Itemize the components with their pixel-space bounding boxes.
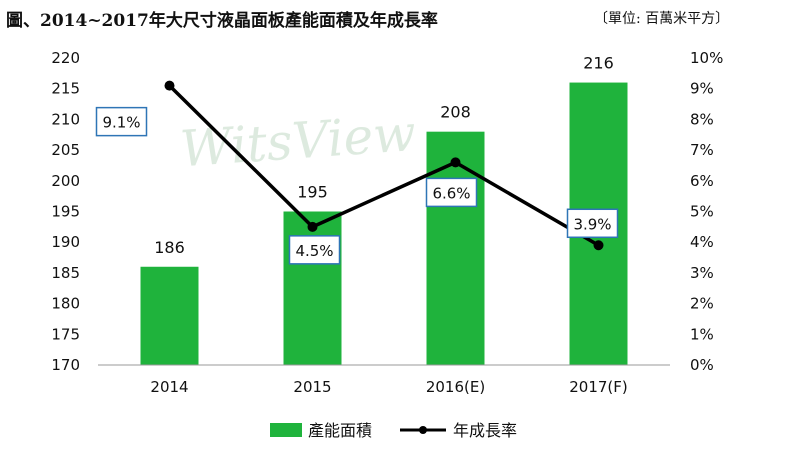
bar-value-labels: 186 195 208 216	[154, 54, 614, 257]
right-tick-label: 5%	[690, 203, 714, 221]
bar-value-label: 195	[297, 183, 328, 202]
growth-label-box	[288, 235, 341, 265]
growth-line	[168, 84, 600, 247]
left-tick-label: 215	[51, 80, 80, 98]
growth-label-box	[566, 208, 619, 239]
left-tick-label: 195	[51, 203, 80, 221]
growth-point	[593, 240, 604, 251]
right-axis-ticks: 0% 1% 2% 3% 4% 5% 6% 7% 8% 9% 10%	[690, 49, 723, 374]
category-label: 2016(E)	[426, 378, 485, 396]
legend-line-marker	[419, 426, 427, 434]
growth-point	[164, 80, 175, 91]
chart-title: 圖、2014~2017年大尺寸液晶面板產能面積及年成長率	[6, 11, 438, 31]
right-tick-label: 9%	[690, 80, 714, 98]
left-tick-label: 190	[51, 233, 80, 251]
category-label: 2015	[293, 378, 331, 396]
left-tick-label: 220	[51, 49, 80, 67]
legend-bar-swatch	[270, 423, 302, 437]
growth-value-label: 6.6%	[432, 184, 470, 202]
left-tick-label: 170	[51, 356, 80, 374]
right-tick-label: 3%	[690, 264, 714, 282]
growth-point	[450, 157, 461, 168]
right-tick-label: 2%	[690, 295, 714, 313]
right-tick-label: 10%	[690, 49, 723, 67]
bar-value-label: 186	[154, 238, 185, 257]
right-tick-label: 7%	[690, 141, 714, 159]
bar-value-label: 216	[583, 54, 614, 73]
growth-value-label: 9.1%	[102, 114, 140, 132]
left-tick-label: 205	[51, 141, 80, 159]
category-label: 2014	[150, 378, 188, 396]
bar	[140, 266, 199, 365]
bar	[283, 211, 342, 365]
growth-label-box	[425, 177, 478, 208]
right-tick-label: 1%	[690, 325, 714, 343]
legend: 產能面積 年成長率	[270, 421, 517, 440]
growth-value-label: 4.5%	[295, 242, 333, 260]
watermark: WitsView	[178, 104, 417, 178]
growth-value-label: 3.9%	[573, 215, 611, 233]
legend-bar-label: 產能面積	[308, 421, 372, 440]
left-tick-label: 210	[51, 110, 80, 128]
legend-line-label: 年成長率	[453, 421, 517, 440]
growth-line-series: 9.1% 4.5% 6.6% 3.9%	[95, 80, 619, 265]
left-tick-label: 175	[51, 325, 80, 343]
left-tick-label: 200	[51, 172, 80, 190]
left-axis-ticks: 170 175 180 185 190 195 200 205 210 215 220	[51, 49, 80, 374]
unit-note: 〔單位: 百萬米平方〕	[594, 11, 730, 27]
left-tick-label: 180	[51, 295, 80, 313]
right-tick-label: 4%	[690, 233, 714, 251]
right-tick-label: 8%	[690, 110, 714, 128]
category-label: 2017(F)	[569, 378, 628, 396]
right-tick-label: 6%	[690, 172, 714, 190]
category-labels: 2014 2015 2016(E) 2017(F)	[150, 378, 627, 396]
growth-label-box	[95, 106, 148, 137]
right-tick-label: 0%	[690, 356, 714, 374]
left-tick-label: 185	[51, 264, 80, 282]
growth-point	[307, 221, 318, 232]
bar-value-label: 208	[440, 103, 471, 122]
